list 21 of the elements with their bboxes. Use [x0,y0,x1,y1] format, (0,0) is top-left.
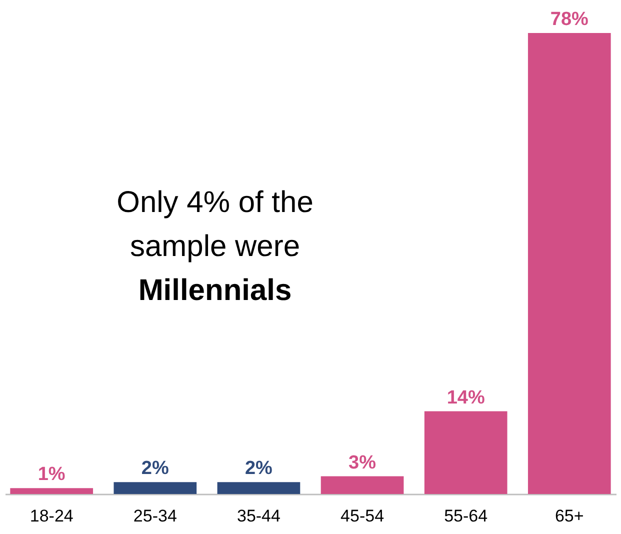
bar [10,488,94,494]
data-label: 3% [348,452,376,474]
data-label: 78% [550,9,589,30]
bar [424,411,508,494]
data-label: 14% [446,387,485,408]
bar [217,482,300,494]
x-tick-label: 65+ [554,506,584,526]
x-tick-label: 35-44 [236,506,280,526]
data-label: 1% [38,464,66,486]
bar [528,33,611,494]
x-tick-label: 25-34 [133,506,177,526]
annotation: sample were [130,230,300,263]
bar [320,476,404,494]
x-tick-label: 55-64 [444,506,488,526]
data-label: 2% [244,458,273,480]
data-label: 2% [141,458,169,480]
annotation: Only 4% of the [116,186,314,219]
x-tick-label: 18-24 [30,506,74,526]
x-tick-label: 45-54 [340,506,384,526]
bar [114,482,197,494]
annotation: Millennials [138,274,292,307]
